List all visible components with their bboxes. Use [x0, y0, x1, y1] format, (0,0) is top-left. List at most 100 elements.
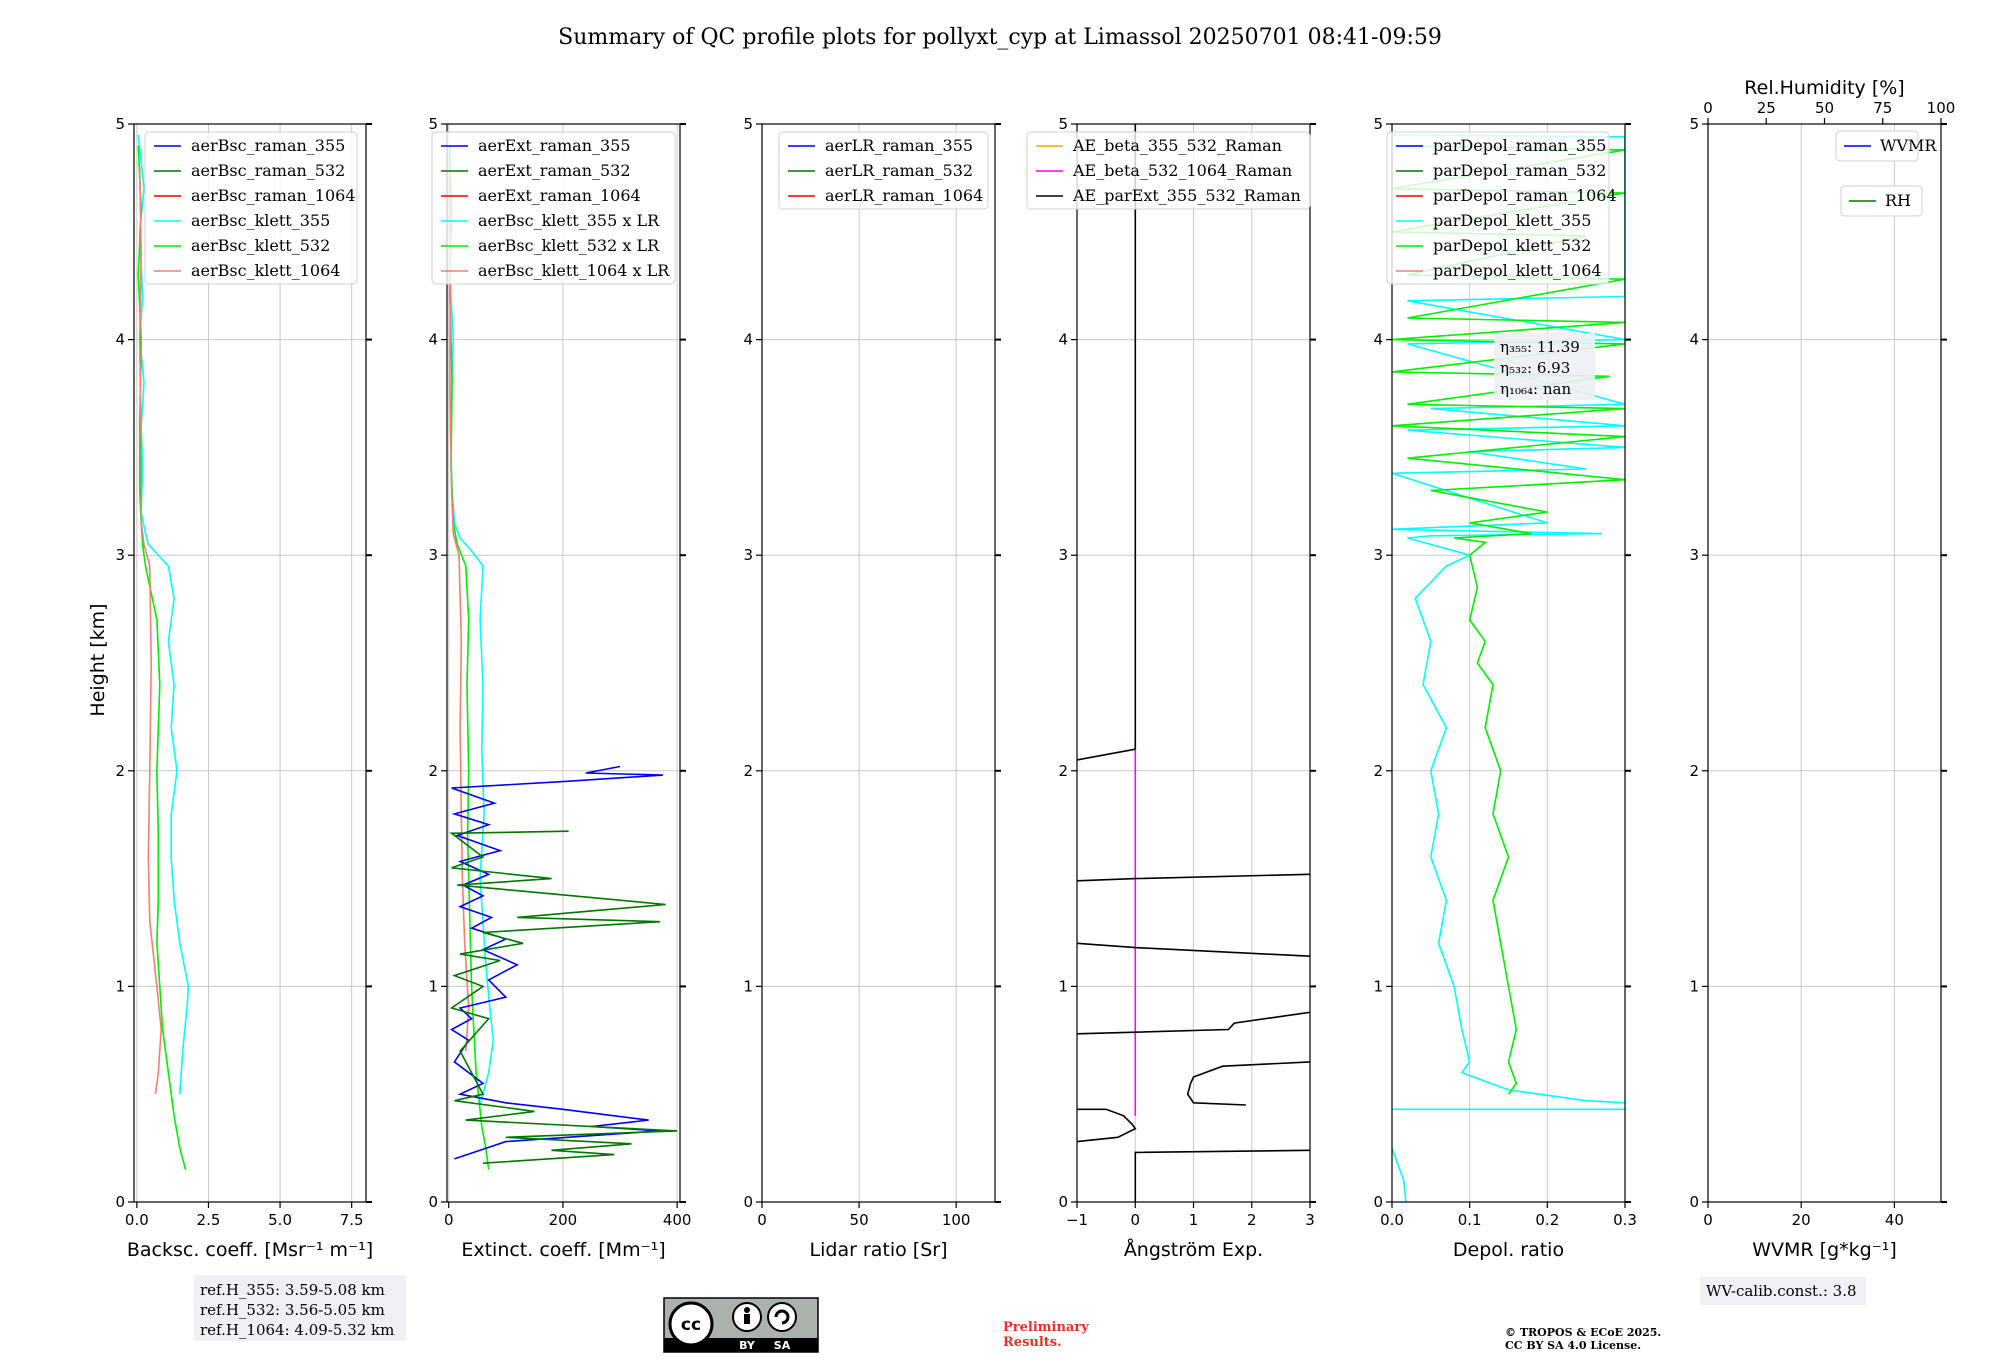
- series-aerbsc-klett-532: [137, 145, 187, 1170]
- x-axis-label: WVMR [g*kg⁻¹]: [1752, 1239, 1897, 1261]
- y-tick-label: 2: [1058, 762, 1068, 780]
- legend-entry: AE_parExt_355_532_Raman: [1072, 186, 1301, 205]
- panels: 0.0 2.5 5.0 7.5 0 1 2 3 4 5 Backsc. coeff. [Msr⁻¹ …: [115, 77, 1955, 1261]
- preliminary-line-2: Results.: [1003, 1335, 1062, 1350]
- wv-calibration-box: WV-calib.const.: 3.8: [1700, 1277, 1866, 1305]
- x-tick-label: 7.5: [340, 1211, 364, 1229]
- y-axis-label: Height [km]: [87, 603, 109, 716]
- x-tick-label: 0: [444, 1211, 454, 1229]
- x-tick-label: 0.3: [1613, 1211, 1637, 1229]
- by-person-body: [744, 1314, 750, 1324]
- copyright-line-2: CC BY SA 4.0 License.: [1505, 1339, 1641, 1352]
- reference-height-background: [194, 1275, 406, 1341]
- x-tick-label: 0: [1703, 1211, 1713, 1229]
- legend-entry: aerBsc_raman_1064: [191, 186, 356, 205]
- x-tick-label: 40: [1885, 1211, 1904, 1229]
- series-group: [449, 145, 678, 1170]
- legend-entry: aerBsc_raman_355: [191, 136, 345, 155]
- refh-355: ref.H_355: 3.59-5.08 km: [200, 1281, 385, 1299]
- legend-entry: RH: [1885, 191, 1911, 210]
- y-tick-label: 5: [1373, 115, 1383, 133]
- legend-entry: WVMR: [1880, 136, 1937, 155]
- series-aerbsc-klett-532-x-lr: [449, 145, 490, 1170]
- y-tick-label: 4: [115, 331, 125, 349]
- series-aerbsc-klett-1064-x-lr: [449, 167, 470, 1052]
- y-tick-label: 1: [1373, 977, 1383, 995]
- top-tick-label: 75: [1873, 99, 1892, 117]
- legend-entry: aerBsc_klett_1064 x LR: [478, 261, 670, 280]
- legend-entry: aerLR_raman_532: [825, 161, 973, 180]
- sa-label: SA: [774, 1339, 791, 1352]
- panel-backscatter: 0.0 2.5 5.0 7.5 0 1 2 3 4 5 Backsc. coeff. [Msr⁻¹ …: [115, 115, 373, 1261]
- y-tick-label: 0: [1373, 1193, 1383, 1211]
- x-tick-label: 200: [549, 1211, 578, 1229]
- x-axis-label: Backsc. coeff. [Msr⁻¹ m⁻¹]: [127, 1239, 373, 1261]
- y-tick-label: 4: [1373, 331, 1383, 349]
- y-tick-label: 0: [428, 1193, 438, 1211]
- y-tick-label: 1: [743, 977, 753, 995]
- x-tick-label: 0.0: [125, 1211, 149, 1229]
- y-tick-label: 1: [1058, 977, 1068, 995]
- series-pardepol-klett-532: [1392, 144, 1625, 1095]
- series-aerext-raman-532: [449, 830, 678, 1164]
- y-tick-label: 0: [1058, 1193, 1068, 1211]
- y-tick-label: 3: [428, 546, 438, 564]
- legend-box: [1386, 131, 1610, 285]
- y-tick-label: 4: [1689, 331, 1699, 349]
- x-axis-label: Depol. ratio: [1453, 1239, 1564, 1261]
- y-tick-label: 5: [743, 115, 753, 133]
- y-tick-label: 2: [743, 762, 753, 780]
- x-tick-label: 5.0: [268, 1211, 292, 1229]
- legend-entry: aerBsc_klett_355: [191, 211, 330, 230]
- top-axis-label: Rel.Humidity [%]: [1744, 77, 1904, 99]
- y-tick-label: 1: [115, 977, 125, 995]
- series-group: [1077, 124, 1310, 1202]
- y-tick-label: 5: [428, 115, 438, 133]
- legend-entry: aerExt_raman_532: [478, 161, 631, 180]
- panel-wvmr: 0 20 40 0 1 2 3 4 5 WVMR [g*kg⁻¹] 0 25 50 75 100 Rel.Hu…: [1689, 77, 1955, 1261]
- legend-entry: parDepol_klett_532: [1433, 236, 1591, 255]
- y-tick-label: 4: [428, 331, 438, 349]
- legend-box: [1026, 131, 1311, 210]
- legend-entry: aerExt_raman_1064: [478, 186, 641, 205]
- legend-entry: AE_beta_532_1064_Raman: [1072, 161, 1292, 180]
- x-tick-label: 2.5: [197, 1211, 221, 1229]
- top-tick-label: 50: [1815, 99, 1834, 117]
- legend-entry: parDepol_raman_532: [1433, 161, 1606, 180]
- by-person-head: [744, 1307, 750, 1313]
- legend-entry: aerLR_raman_1064: [825, 186, 983, 205]
- legend: WVMR RH: [1835, 130, 1937, 217]
- x-tick-label: 400: [663, 1211, 692, 1229]
- y-tick-label: 3: [743, 546, 753, 564]
- legend-entry: parDepol_raman_355: [1433, 136, 1606, 155]
- figure-title: Summary of QC profile plots for pollyxt_…: [558, 25, 1442, 50]
- y-tick-label: 1: [428, 977, 438, 995]
- refh-532: ref.H_532: 3.56-5.05 km: [200, 1301, 385, 1319]
- cc-license-badge: cc BY SA: [663, 1297, 819, 1353]
- y-tick-label: 0: [1689, 1193, 1699, 1211]
- series-ae-parext-355-532-raman-seg6: [1077, 1108, 1137, 1143]
- eta-annotation: η₃₅₅: 11.39 η₅₃₂: 6.93 η₁₀₆₄: nan: [1494, 333, 1595, 400]
- y-tick-label: 5: [1058, 115, 1068, 133]
- top-tick-label: 100: [1927, 99, 1956, 117]
- eta-annotation-line: η₁₀₆₄: nan: [1500, 380, 1571, 398]
- legend-entry: parDepol_klett_1064: [1433, 261, 1602, 280]
- legend-entry: AE_beta_355_532_Raman: [1072, 136, 1282, 155]
- y-tick-label: 5: [1689, 115, 1699, 133]
- legend-box: [144, 131, 358, 285]
- copyright-line-1: © TROPOS & ECoE 2025.: [1505, 1326, 1661, 1339]
- series-ae-parext-355-532-raman-seg4: [1077, 1011, 1310, 1035]
- by-label: BY: [739, 1339, 756, 1352]
- x-axis-label: Lidar ratio [Sr]: [810, 1239, 948, 1261]
- y-tick-label: 1: [1689, 977, 1699, 995]
- y-tick-label: 5: [115, 115, 125, 133]
- series-pardepol-klett-355-bottom: [1392, 1147, 1407, 1202]
- eta-annotation-line: η₅₃₂: 6.93: [1500, 359, 1570, 377]
- legend-entry: aerBsc_klett_1064: [191, 261, 340, 280]
- y-tick-label: 0: [743, 1193, 753, 1211]
- series-ae-parext-355-532-raman-seg1: [1077, 748, 1136, 761]
- legend-entry: aerBsc_klett_355 x LR: [478, 211, 660, 230]
- legend: aerExt_raman_355 aerExt_raman_532 aerExt_r…: [431, 131, 676, 285]
- legend-entry: parDepol_klett_355: [1433, 211, 1591, 230]
- y-tick-label: 4: [743, 331, 753, 349]
